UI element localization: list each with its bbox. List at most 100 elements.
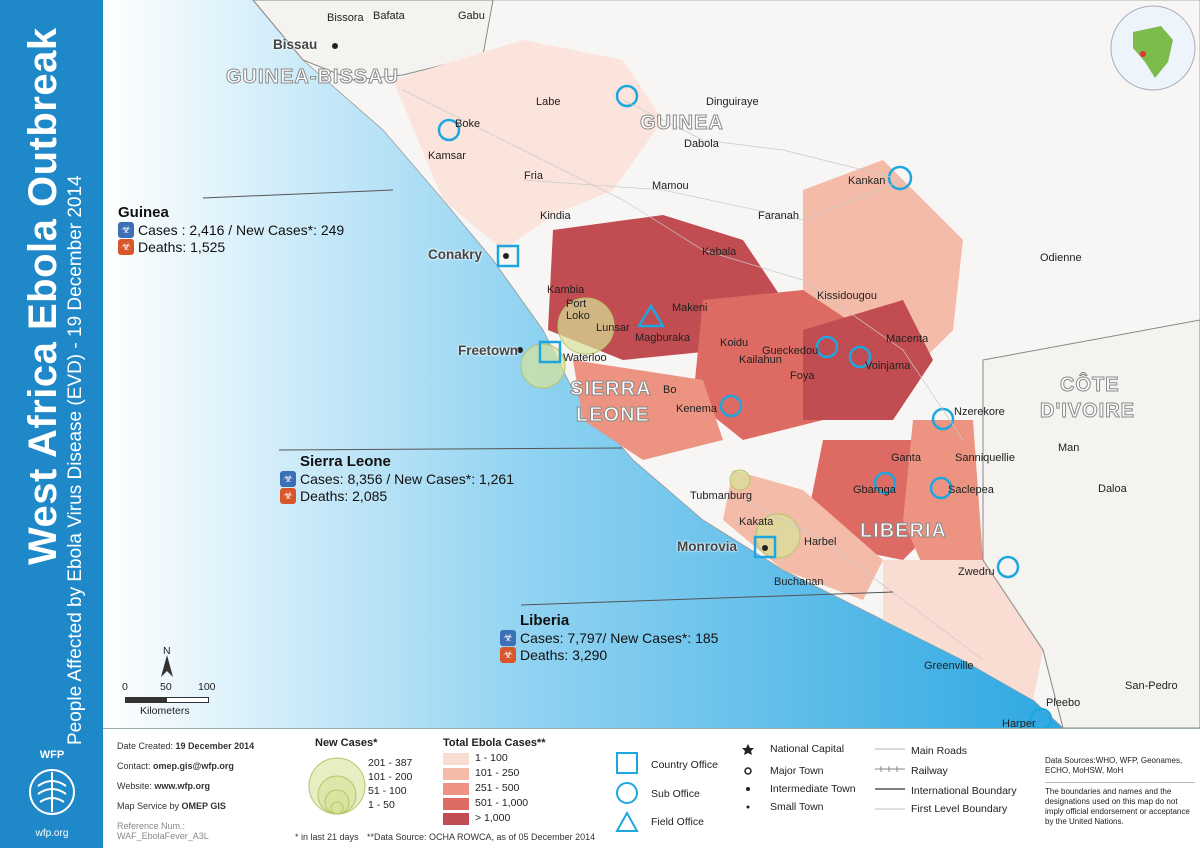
legend-bar: Date Created: 19 December 2014 Contact: … <box>103 728 1200 849</box>
country-label-guinea-bissau: GUINEA-BISSAU <box>225 66 400 89</box>
town-macenta: Macenta <box>886 333 929 345</box>
legend-railway: Railway <box>911 765 948 777</box>
wfp-logo-icon: WFP wfp.org <box>29 749 75 839</box>
town-daloa: Daloa <box>1098 483 1127 495</box>
info-website-value[interactable]: www.wfp.org <box>154 781 211 791</box>
legend-total-title: Total Ebola Cases** <box>443 737 546 749</box>
ebola-map <box>103 0 1200 728</box>
legend-total-swatch-3 <box>443 783 469 795</box>
town-kindia: Kindia <box>540 210 571 222</box>
country-label-sierra: SIERRA <box>570 378 652 401</box>
ocean <box>103 0 1063 728</box>
town-dinguiraye: Dinguiraye <box>706 96 759 108</box>
scale-tick-0: 0 <box>122 681 128 693</box>
town-greenville: Greenville <box>924 660 974 672</box>
town-san-pedro: San-Pedro <box>1125 680 1178 692</box>
town-harper: Harper <box>1002 718 1036 730</box>
capital-bissau: Bissau <box>273 37 318 52</box>
capital-conakry: Conakry <box>428 247 483 262</box>
town-kissidougou: Kissidougou <box>817 290 877 302</box>
legend-total-label-1: 1 - 100 <box>475 752 508 764</box>
svg-text:WFP: WFP <box>40 749 64 761</box>
north-arrow-label: N <box>163 645 171 657</box>
map-title: West Africa Ebola Outbreak <box>21 27 65 565</box>
town-bafata: Bafata <box>373 10 405 22</box>
legend-small-town: Small Town <box>770 801 824 813</box>
region-liberia-coast <box>723 470 883 600</box>
guinea-bissau <box>252 0 494 81</box>
africa-inset-icon <box>1133 26 1173 78</box>
info-ref-value: WAF_EbolaFever_A3L <box>117 831 209 841</box>
town-man: Man <box>1058 442 1080 454</box>
callout-liberia-deaths: Deaths: 3,290 <box>520 647 608 663</box>
cases-icon: ☣ <box>118 222 134 238</box>
callout-guinea: Guinea ☣ Cases : 2,416 / New Cases*: 249 … <box>118 204 344 255</box>
info-ref-label: Reference Num.: <box>117 821 186 831</box>
callout-sierra-leone-deaths: Deaths: 2,085 <box>300 488 388 504</box>
callout-sierra-leone-name: Sierra Leone <box>300 453 391 470</box>
scale-tick-50: 50 <box>160 681 172 693</box>
town-pleebo: Pleebo <box>1046 697 1081 709</box>
legend-total-swatch-4 <box>443 798 469 810</box>
legend-total-label-4: 501 - 1,000 <box>475 797 529 809</box>
town-dabola: Dabola <box>684 138 719 150</box>
capital-monrovia: Monrovia <box>677 539 738 554</box>
town-koidu: Koidu <box>720 337 749 349</box>
place-icons <box>742 744 754 809</box>
region-guinea-forest <box>803 300 933 420</box>
legend-new-cases-3: 51 - 100 <box>368 785 407 797</box>
town-kabala: Kabala <box>702 246 737 258</box>
town-zwedru: Zwedru <box>958 566 995 578</box>
town-ganta: Ganta <box>891 452 921 464</box>
legend-total-note: **Data Source: OCHA ROWCA, as of 05 Dece… <box>367 832 596 842</box>
office-icons <box>615 752 639 832</box>
legend-total-swatch-1 <box>443 753 469 765</box>
town-boke: Boke <box>455 118 481 130</box>
legend-international-boundary: International Boundary <box>911 785 1017 797</box>
country-label-leone: LEONE <box>576 404 650 427</box>
cases-icon: ☣ <box>280 471 296 487</box>
legend-field-office: Field Office <box>651 816 704 828</box>
map-subtitle: People Affected by Ebola Virus Disease (… <box>65 175 86 745</box>
deaths-icon: ☣ <box>280 488 296 504</box>
town-labe: Labe <box>536 96 561 108</box>
legend-total-label-2: 101 - 250 <box>475 767 520 779</box>
scale-unit: Kilometers <box>140 705 190 717</box>
legend-new-cases-2: 101 - 200 <box>368 771 413 783</box>
town-voinjama: Voinjama <box>865 360 911 372</box>
callout-sierra-leone: Sierra Leone ☣ Cases: 8,356 / New Cases*:… <box>280 453 514 504</box>
new-cases-circles-icon <box>308 757 366 815</box>
town-mamou: Mamou <box>652 180 689 192</box>
town-harbel: Harbel <box>804 536 837 548</box>
legend-new-cases-1: 201 - 387 <box>368 757 413 769</box>
country-label-divoire: D'IVOIRE <box>1040 400 1135 423</box>
callout-guinea-name: Guinea <box>118 204 169 221</box>
legend-intermediate-town: Intermediate Town <box>770 783 856 795</box>
legend-new-cases-note: * in last 21 days <box>295 832 359 842</box>
town-kakata: Kakata <box>739 516 774 528</box>
scale-bar: N 0 50 100 Kilometers <box>118 645 228 720</box>
town-kankan: Kankan <box>848 175 886 187</box>
town-magburaka: Magburaka <box>635 332 691 344</box>
sidebar: West Africa Ebola Outbreak People Affect… <box>0 0 103 848</box>
town-port: Port <box>566 298 587 310</box>
legend-total-swatch-2 <box>443 768 469 780</box>
town-kenema: Kenema <box>676 403 717 415</box>
town-bo: Bo <box>663 384 677 396</box>
capital-freetown: Freetown <box>458 343 519 358</box>
legend-country-office: Country Office <box>651 759 718 771</box>
callout-guinea-cases: Cases : 2,416 / New Cases*: 249 <box>138 222 345 238</box>
country-label-guinea: GUINEA <box>640 112 724 135</box>
svg-text:wfp.org: wfp.org <box>35 828 69 839</box>
town-gabu: Gabu <box>458 10 485 22</box>
legend-major-town: Major Town <box>770 765 824 777</box>
country-label-cote: CÔTE <box>1060 374 1120 397</box>
info-service-label: Map Service by <box>117 801 180 811</box>
info-created-label: Date Created: <box>117 741 174 751</box>
region-liberia-east <box>903 420 983 590</box>
info-contact-value[interactable]: omep.gis@wfp.org <box>153 761 234 771</box>
town-tubmanburg: Tubmanburg <box>690 490 752 502</box>
town-waterloo: Waterloo <box>563 352 607 364</box>
callout-liberia: Liberia ☣ Cases: 7,797/ New Cases*: 185 ☣… <box>500 612 718 663</box>
line-icons <box>875 748 905 810</box>
